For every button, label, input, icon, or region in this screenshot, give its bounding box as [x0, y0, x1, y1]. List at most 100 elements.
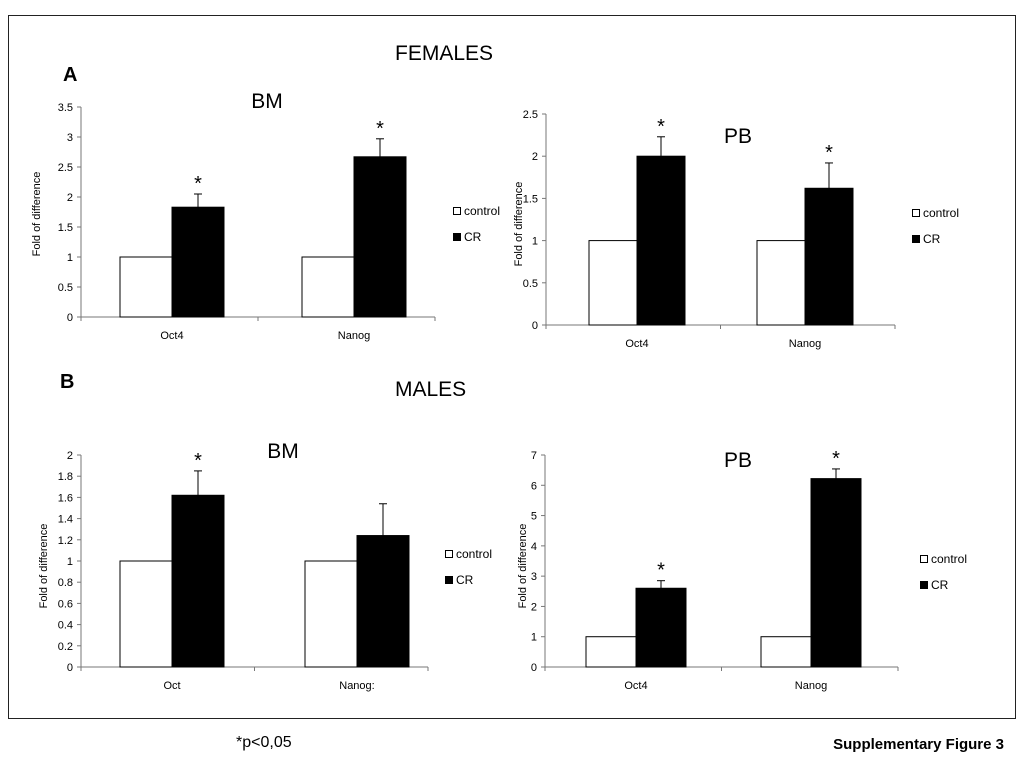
legend-label-control: control — [464, 204, 501, 218]
significance-footnote: *p<0,05 — [236, 734, 292, 751]
x-category-label: Nanog: — [339, 680, 374, 692]
x-category-label: Nanog — [338, 330, 370, 342]
y-tick-label: 1.8 — [58, 471, 73, 483]
y-tick-label: 0 — [532, 320, 538, 332]
legend-item-cr: CR — [445, 567, 492, 593]
y-tick-label: 2 — [67, 192, 73, 204]
y-tick-label: 1.5 — [523, 193, 538, 205]
y-tick-label: 1.2 — [58, 535, 73, 547]
legend-label-control: control — [923, 206, 960, 220]
bar-cr — [171, 494, 225, 668]
legend-swatch-cr — [920, 581, 928, 589]
bar-cr — [353, 156, 407, 318]
chart-title: PB — [724, 449, 752, 472]
y-tick-label: 0.5 — [58, 282, 73, 294]
legend-swatch-cr — [912, 235, 920, 243]
y-tick-label: 3 — [531, 571, 537, 583]
y-tick-label: 1.6 — [58, 492, 73, 504]
significance-mark: * — [832, 448, 840, 470]
bar-control — [119, 256, 173, 318]
bar-cr — [356, 535, 410, 668]
figure-frame — [8, 15, 1016, 719]
x-category-label: Oct — [163, 680, 180, 692]
y-tick-label: 0.2 — [58, 641, 73, 653]
legend-item-cr: CR — [912, 226, 959, 252]
bar-cr — [635, 587, 687, 668]
bar-control — [585, 636, 637, 668]
legend-swatch-control — [912, 209, 920, 217]
bar-cr — [810, 478, 862, 668]
bar-cr — [804, 187, 854, 326]
legend-swatch-control — [453, 207, 461, 215]
legend-item-control: control — [453, 198, 500, 224]
y-tick-label: 0.8 — [58, 577, 73, 589]
y-tick-label: 2 — [67, 450, 73, 462]
y-tick-label: 3 — [67, 132, 73, 144]
significance-mark: * — [194, 450, 202, 472]
y-tick-label: 3.5 — [58, 102, 73, 114]
chart-title: BM — [267, 440, 299, 463]
legend-swatch-cr — [453, 233, 461, 241]
x-category-label: Oct4 — [624, 680, 647, 692]
bar-control — [756, 240, 806, 326]
bar-control — [760, 636, 812, 668]
legend-item-control: control — [445, 541, 492, 567]
x-category-label: Oct4 — [625, 338, 648, 350]
legend-label-control: control — [456, 547, 493, 561]
y-tick-label: 0.5 — [523, 278, 538, 290]
significance-mark: * — [376, 118, 384, 140]
section-title-males: MALES — [395, 378, 467, 401]
legend-label-cr: CR — [464, 230, 482, 244]
legend-females-bm: control CR — [453, 198, 500, 250]
significance-mark: * — [194, 173, 202, 195]
y-tick-label: 1.4 — [58, 514, 73, 526]
x-category-label: Oct4 — [160, 330, 183, 342]
significance-mark: * — [657, 116, 665, 138]
significance-mark: * — [657, 560, 665, 582]
legend-swatch-control — [920, 555, 928, 563]
y-axis-label: Fold of difference — [517, 524, 529, 609]
y-tick-label: 5 — [531, 511, 537, 523]
legend-swatch-control — [445, 550, 453, 558]
legend-males-pb: control CR — [920, 546, 967, 598]
bar-cr — [171, 206, 225, 318]
legend-item-cr: CR — [920, 572, 967, 598]
y-tick-label: 1 — [532, 236, 538, 248]
legend-label-control: control — [931, 552, 968, 566]
bar-control — [301, 256, 355, 318]
chart-title: PB — [724, 125, 752, 148]
y-tick-label: 1.5 — [58, 222, 73, 234]
legend-item-control: control — [912, 200, 959, 226]
y-tick-label: 1 — [67, 252, 73, 264]
y-tick-label: 2 — [532, 151, 538, 163]
y-axis-label: Fold of difference — [513, 182, 525, 267]
x-category-label: Nanog — [789, 338, 821, 350]
y-tick-label: 2 — [531, 601, 537, 613]
bar-control — [119, 560, 173, 668]
y-axis-label: Fold of difference — [31, 172, 43, 257]
significance-mark: * — [825, 142, 833, 164]
y-tick-label: 0.4 — [58, 620, 73, 632]
y-tick-label: 6 — [531, 480, 537, 492]
y-tick-label: 0.6 — [58, 598, 73, 610]
legend-swatch-cr — [445, 576, 453, 584]
y-tick-label: 1 — [531, 632, 537, 644]
legend-item-control: control — [920, 546, 967, 572]
legend-label-cr: CR — [931, 578, 949, 592]
bar-control — [588, 240, 638, 326]
y-tick-label: 0 — [531, 662, 537, 674]
y-tick-label: 2.5 — [523, 109, 538, 121]
section-title-females: FEMALES — [395, 42, 494, 65]
chart-title: BM — [251, 90, 283, 113]
legend-females-pb: control CR — [912, 200, 959, 252]
y-tick-label: 2.5 — [58, 162, 73, 174]
legend-label-cr: CR — [456, 573, 474, 587]
y-tick-label: 0 — [67, 312, 73, 324]
legend-item-cr: CR — [453, 224, 500, 250]
bar-control — [304, 560, 358, 668]
x-category-label: Nanog — [795, 680, 827, 692]
legend-label-cr: CR — [923, 232, 941, 246]
bar-cr — [636, 155, 686, 326]
y-axis-label: Fold of difference — [38, 524, 50, 609]
